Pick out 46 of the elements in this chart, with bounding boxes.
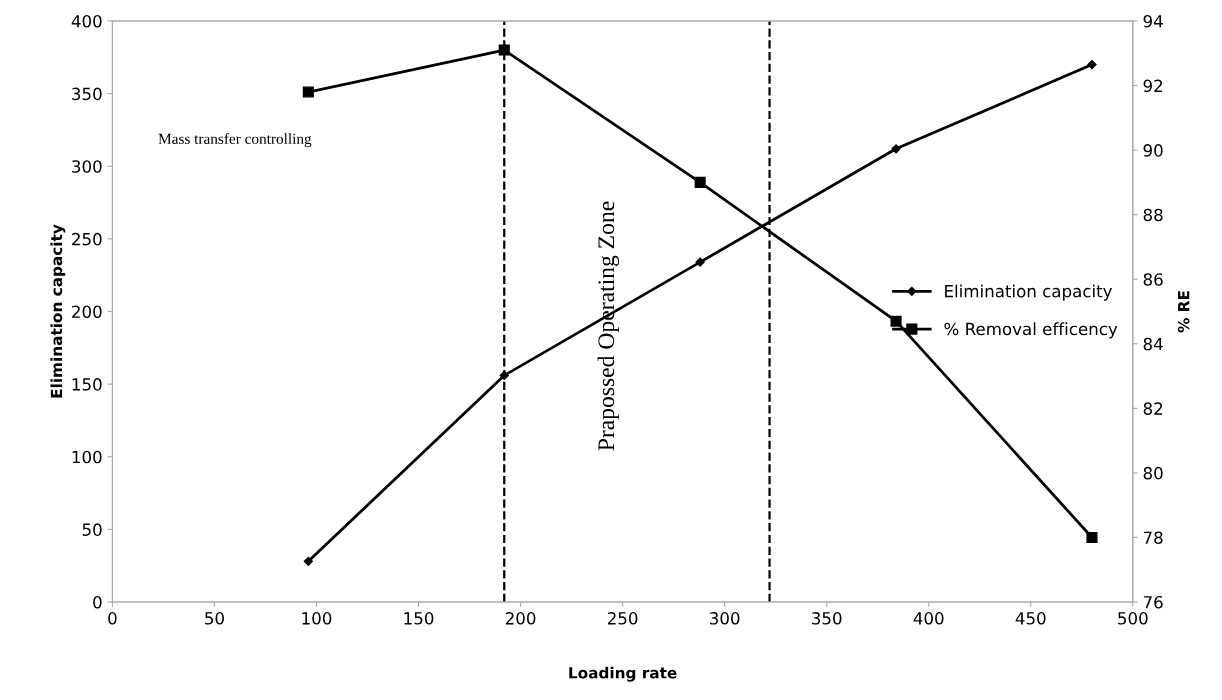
annotation: Prapossed Operating Zone — [597, 201, 620, 451]
y2-tick-label: 76 — [1143, 595, 1163, 609]
point — [695, 257, 705, 267]
x-tick-label: 350 — [812, 612, 842, 625]
y-axis-title: Elimination capacity — [50, 224, 66, 398]
y-tick-label: 200 — [72, 305, 102, 319]
y-tick-label: 250 — [72, 232, 102, 246]
point — [891, 144, 901, 154]
y-tick-label: 50 — [82, 523, 102, 536]
point — [890, 315, 902, 327]
y2-tick-label: 94 — [1143, 14, 1163, 28]
x-tick-label: 50 — [205, 612, 224, 625]
y-tick-label: 350 — [72, 87, 102, 101]
y-tick-label: 150 — [72, 378, 102, 391]
x-tick-label: 300 — [710, 612, 740, 625]
y2-tick-label: 92 — [1143, 79, 1163, 93]
x-tick-label: 100 — [302, 612, 332, 625]
annotation: Mass transfer controlling — [158, 133, 312, 148]
x-tick-label: 0 — [108, 612, 117, 625]
legend-label: % Removal efficency — [944, 322, 1118, 339]
x-tick-label: 250 — [607, 612, 638, 625]
point — [694, 176, 706, 188]
y-tick-label: 100 — [72, 450, 102, 464]
point — [303, 556, 313, 566]
y2-tick-label: 82 — [1143, 402, 1163, 415]
point — [302, 86, 314, 98]
y-tick-label: 400 — [71, 14, 102, 28]
x-axis-title: Loading rate — [569, 666, 677, 682]
y2-tick-label: 78 — [1143, 531, 1163, 545]
y2-axis-title: % RE — [1177, 291, 1190, 333]
y2-tick-label: 90 — [1143, 144, 1163, 157]
y2-tick-label: 88 — [1143, 208, 1163, 222]
x-tick-label: 500 — [1118, 612, 1148, 625]
legend-label: Elimination capacity — [945, 284, 1113, 301]
point — [1086, 531, 1098, 544]
y-tick-label: 0 — [93, 595, 102, 609]
y2-tick-label: 86 — [1143, 273, 1163, 286]
x-tick-label: 200 — [505, 612, 536, 625]
x-tick-label: 400 — [913, 612, 944, 625]
x-tick-label: 450 — [1015, 612, 1046, 625]
y-tick-label: 300 — [72, 160, 102, 173]
y2-tick-label: 80 — [1143, 466, 1163, 480]
y2-tick-label: 84 — [1143, 337, 1163, 351]
point — [498, 44, 510, 56]
point — [1087, 59, 1097, 70]
x-tick-label: 150 — [404, 612, 434, 625]
